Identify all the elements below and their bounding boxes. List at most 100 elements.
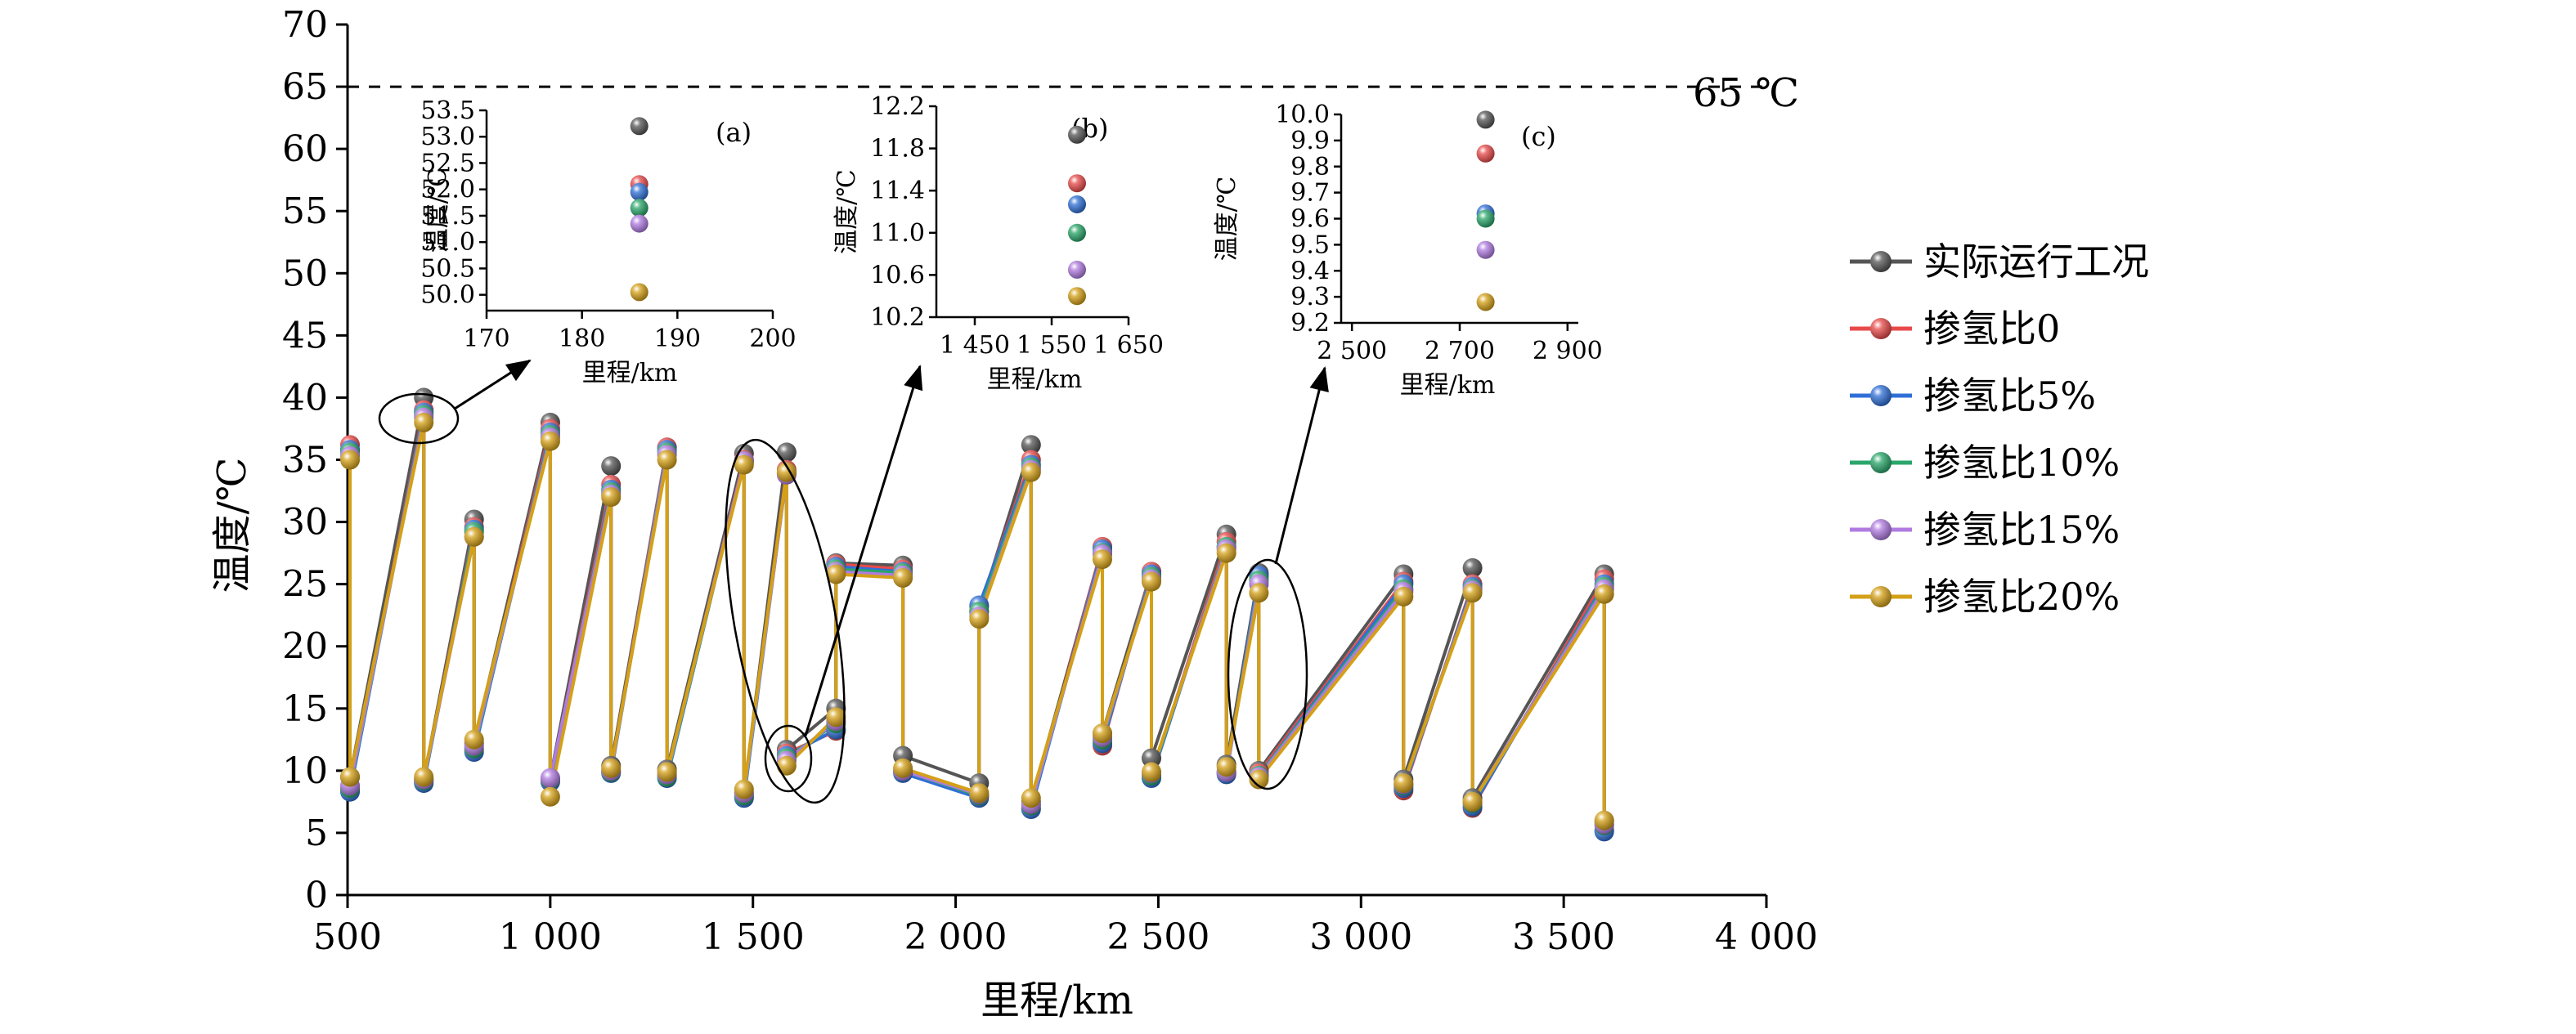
data-point — [1462, 791, 1483, 812]
inset-x-tick-label: 200 — [749, 325, 796, 353]
inset-y-tick-label: 9.3 — [1290, 283, 1330, 311]
data-point — [969, 609, 990, 629]
inset-y-tick-label: 50.0 — [420, 281, 475, 310]
y-tick-label: 20 — [282, 626, 328, 668]
inset-x-axis-title: 里程/km — [582, 359, 678, 387]
data-point — [540, 768, 560, 788]
y-tick-label: 60 — [282, 128, 328, 170]
data-point — [1093, 549, 1112, 570]
x-tick-label: 2 500 — [1106, 916, 1209, 958]
inset-y-tick-label: 52.5 — [420, 149, 475, 177]
inset-y-tick-label: 9.7 — [1290, 179, 1330, 208]
inset-point-h2-15pct — [1476, 240, 1495, 259]
y-tick-label: 0 — [305, 875, 328, 916]
data-point — [1142, 748, 1161, 768]
y-tick-label: 40 — [282, 377, 328, 419]
data-point — [1249, 769, 1269, 790]
inset-point-actual — [1068, 125, 1086, 144]
data-point — [776, 462, 797, 482]
inset-y-tick-label: 10.6 — [870, 261, 925, 289]
inset-y-tick-label: 51.5 — [420, 202, 475, 231]
legend-label: 掺氢比15% — [1923, 508, 2120, 552]
data-point — [1594, 810, 1614, 830]
inset-point-h2-20pct — [1068, 287, 1086, 306]
y-tick-label: 15 — [282, 688, 328, 730]
inset-y-tick-label: 9.4 — [1290, 257, 1330, 285]
callout-ellipse-a — [378, 392, 460, 445]
data-point — [657, 762, 677, 782]
series-line-h2-20pct — [348, 422, 1606, 821]
inset-point-h2-20pct — [630, 283, 648, 302]
y-tick-label: 25 — [282, 564, 328, 606]
inset-plot-b: 10.2 10.6 11.0 11.4 11.8 12.2 1 450 1 550 1 650 里… — [832, 92, 1164, 394]
legend-label: 掺氢比20% — [1923, 575, 2120, 619]
data-point — [1462, 583, 1483, 603]
inset-point-h2-0 — [1068, 174, 1086, 193]
inset-y-tick-label: 9.9 — [1290, 127, 1330, 155]
legend-marker — [1870, 318, 1892, 339]
y-axis-title: 温度/℃ — [209, 458, 255, 593]
legend-entry-h2-0: 掺氢比0 — [1850, 307, 2060, 351]
y-tick-label: 65 — [282, 66, 328, 108]
inset-x-axis-title: 里程/km — [987, 365, 1083, 394]
inset-y-tick-label: 10.2 — [870, 303, 925, 332]
callout-arrow-b — [804, 365, 923, 736]
y-tick-label: 10 — [282, 750, 328, 792]
inset-x-tick-label: 190 — [654, 325, 701, 353]
inset-point-h2-10pct — [1068, 223, 1086, 242]
data-point — [1249, 583, 1269, 603]
callout-ellipse-b — [764, 724, 813, 793]
y-tick-label: 5 — [305, 812, 328, 854]
inset-plots: 50.050.551.051.552.052.553.053.5 170 180 19… — [420, 92, 1603, 400]
inset-y-axis-title: 温度/℃ — [832, 169, 861, 254]
legend-entry-h2-5pct: 掺氢比5% — [1850, 374, 2096, 418]
data-point — [1393, 773, 1414, 794]
inset-y-tick-label: 9.6 — [1290, 205, 1330, 234]
data-point — [464, 729, 484, 750]
data-point — [1093, 723, 1112, 744]
legend-entry-h2-10pct: 掺氢比10% — [1850, 441, 2120, 485]
legend-marker — [1870, 452, 1892, 473]
data-point — [826, 707, 846, 727]
inset-y-tick-label: 51.0 — [420, 228, 475, 257]
data-point — [601, 758, 622, 778]
callout-arrow-a — [454, 359, 532, 410]
inset-x-tick-label: 1 550 — [1016, 331, 1087, 360]
x-tick-label: 3 500 — [1512, 916, 1615, 958]
callout-ellipse-region-b — [725, 438, 846, 804]
data-point — [1216, 543, 1236, 563]
data-point — [1142, 762, 1161, 782]
x-tick-label: 4 000 — [1715, 916, 1818, 958]
data-point — [893, 758, 913, 778]
inset-label: (a) — [716, 117, 752, 148]
inset-point-h2-15pct — [1068, 260, 1086, 279]
series-markers-h2-20pct — [340, 412, 1614, 830]
data-point — [826, 564, 846, 584]
x-tick-label: 1 500 — [702, 916, 805, 958]
legend-entry-actual: 实际运行工况 — [1850, 239, 2149, 284]
inset-y-tick-label: 50.5 — [420, 254, 475, 283]
y-tick-label: 70 — [282, 4, 328, 46]
data-point — [969, 783, 990, 803]
legend-entry-h2-20pct: 掺氢比20% — [1850, 575, 2120, 619]
data-point — [601, 456, 622, 477]
inset-y-tick-label: 9.5 — [1290, 231, 1330, 259]
inset-point-h2-10pct — [630, 199, 648, 217]
data-point — [893, 568, 913, 588]
data-point — [414, 767, 434, 787]
inset-label: (c) — [1521, 121, 1556, 152]
x-tick-label: 3 000 — [1309, 916, 1412, 958]
data-point — [1142, 571, 1161, 592]
data-point — [540, 431, 560, 451]
inset-point-actual — [630, 117, 648, 136]
inset-y-axis-title: 温度/℃ — [424, 168, 452, 253]
inset-y-tick-label: 11.0 — [870, 219, 925, 248]
inset-point-h2-5pct — [630, 182, 648, 201]
data-point — [1594, 584, 1614, 604]
x-tick-label: 500 — [313, 916, 382, 958]
data-point — [601, 487, 622, 508]
inset-x-tick-label: 2 500 — [1317, 337, 1387, 365]
legend-marker — [1870, 519, 1892, 540]
inset-y-tick-label: 53.5 — [420, 96, 475, 125]
